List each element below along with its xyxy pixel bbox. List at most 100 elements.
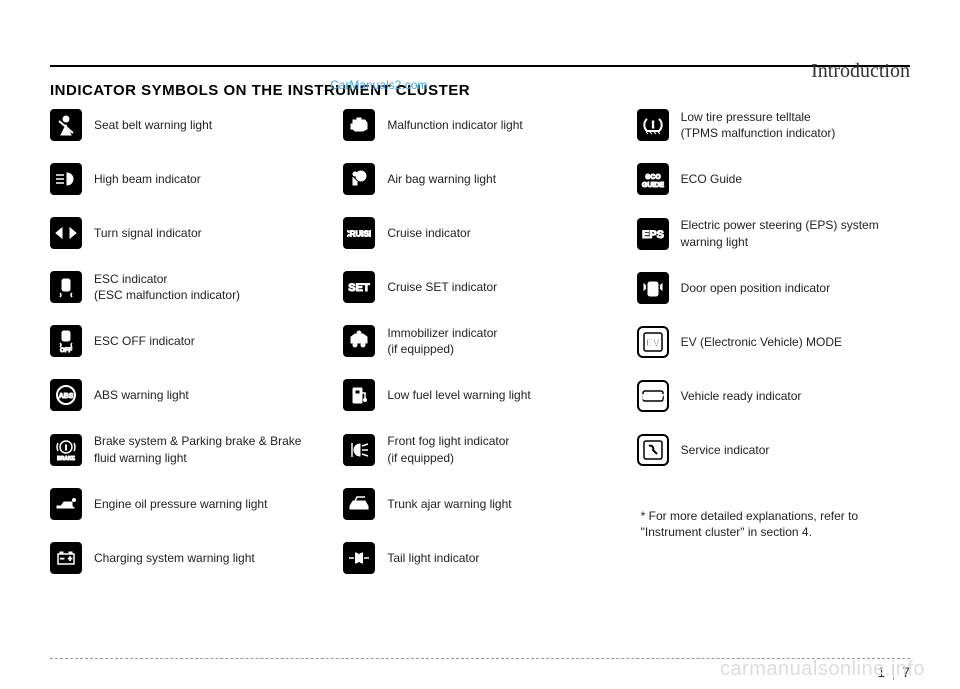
eco-icon: ecoGUIDE	[637, 163, 669, 195]
svg-text:!: !	[651, 120, 654, 131]
svg-text:−: −	[60, 556, 64, 563]
svg-text:OFF: OFF	[60, 348, 72, 353]
indicator-item: EPS Electric power steering (EPS) system …	[637, 217, 910, 249]
footnote: * For more detailed explanations, refer …	[637, 508, 910, 540]
highbeam-icon	[50, 163, 82, 195]
indicator-label: Vehicle ready indicator	[681, 388, 802, 404]
brake-icon: ! BRAKE	[50, 434, 82, 466]
svg-text:eco: eco	[645, 171, 661, 181]
abs-icon: ABS	[50, 379, 82, 411]
engine-icon	[343, 109, 375, 141]
site-watermark: carmanualsonline.info	[720, 658, 925, 681]
fuel-icon	[343, 379, 375, 411]
seatbelt-icon	[50, 109, 82, 141]
indicator-label: Turn signal indicator	[94, 225, 202, 241]
indicator-item: Malfunction indicator light	[343, 109, 616, 141]
indicator-item: Tail light indicator	[343, 542, 616, 574]
indicator-item: ESC indicator(ESC malfunction indicator)	[50, 271, 323, 303]
column-1: Seat belt warning light High beam indicat…	[50, 109, 323, 574]
indicator-label: Electric power steering (EPS) system war…	[681, 217, 910, 249]
ev-icon: EV	[637, 326, 669, 358]
immobilizer-icon	[343, 325, 375, 357]
indicator-label: Engine oil pressure warning light	[94, 496, 267, 512]
header-divider	[50, 65, 910, 67]
indicator-label: Tail light indicator	[387, 550, 479, 566]
indicator-label: ESC OFF indicator	[94, 333, 195, 349]
svg-text:SET: SET	[349, 282, 371, 294]
svg-text:!: !	[65, 445, 67, 452]
svg-text:GUIDE: GUIDE	[642, 182, 665, 189]
taillight-icon	[343, 542, 375, 574]
indicator-item: CRUISE Cruise indicator	[343, 217, 616, 249]
indicator-item: Service indicator	[637, 434, 910, 466]
indicator-item: −+ Charging system warning light	[50, 542, 323, 574]
esc-icon	[50, 271, 82, 303]
indicator-label: Brake system & Parking brake & Brake flu…	[94, 433, 323, 465]
indicator-label: Seat belt warning light	[94, 117, 212, 133]
svg-text:ABS: ABS	[59, 393, 74, 400]
indicator-label: Door open position indicator	[681, 280, 830, 296]
indicator-label: Air bag warning light	[387, 171, 496, 187]
indicator-item: ! BRAKE Brake system & Parking brake & Bra…	[50, 433, 323, 465]
airbag-icon	[343, 163, 375, 195]
indicator-item: READY Vehicle ready indicator	[637, 380, 910, 412]
indicator-item: SET Cruise SET indicator	[343, 271, 616, 303]
indicator-label: Service indicator	[681, 442, 770, 458]
cruise-icon: CRUISE	[343, 217, 375, 249]
service-icon	[637, 434, 669, 466]
fog-icon	[343, 434, 375, 466]
indicator-item: Air bag warning light	[343, 163, 616, 195]
column-3: ! Low tire pressure telltale(TPMS malfunc…	[637, 109, 910, 574]
svg-text:+: +	[68, 556, 72, 563]
indicator-item: Seat belt warning light	[50, 109, 323, 141]
indicator-item: Engine oil pressure warning light	[50, 488, 323, 520]
indicator-label: ABS warning light	[94, 387, 189, 403]
trunk-icon	[343, 488, 375, 520]
svg-text:READY: READY	[642, 395, 663, 401]
indicator-item: OFF ESC OFF indicator	[50, 325, 323, 357]
escoff-icon: OFF	[50, 325, 82, 357]
set-icon: SET	[343, 271, 375, 303]
indicator-item: Low fuel level warning light	[343, 379, 616, 411]
section-title: Introduction	[811, 60, 910, 83]
indicator-label: Low tire pressure telltale(TPMS malfunct…	[681, 109, 836, 141]
indicator-label: Immobilizer indicator(if equipped)	[387, 325, 497, 357]
watermark-text: CarManuals2.com	[330, 78, 427, 92]
indicator-item: ecoGUIDE ECO Guide	[637, 163, 910, 195]
indicator-label: Charging system warning light	[94, 550, 255, 566]
indicator-item: ! Low tire pressure telltale(TPMS malfunc…	[637, 109, 910, 141]
indicator-label: ESC indicator(ESC malfunction indicator)	[94, 271, 240, 303]
svg-text:BRAKE: BRAKE	[57, 456, 75, 462]
oil-icon	[50, 488, 82, 520]
eps-icon: EPS	[637, 218, 669, 250]
indicator-columns: Seat belt warning light High beam indicat…	[50, 109, 910, 574]
indicator-label: High beam indicator	[94, 171, 201, 187]
indicator-item: ABS ABS warning light	[50, 379, 323, 411]
indicator-item: Front fog light indicator(if equipped)	[343, 433, 616, 465]
indicator-label: Front fog light indicator(if equipped)	[387, 433, 509, 465]
column-2: Malfunction indicator light Air bag warni…	[343, 109, 616, 574]
indicator-item: High beam indicator	[50, 163, 323, 195]
indicator-label: Low fuel level warning light	[387, 387, 530, 403]
page-header: Introduction	[50, 65, 910, 67]
indicator-item: Immobilizer indicator(if equipped)	[343, 325, 616, 357]
indicator-label: Cruise SET indicator	[387, 279, 497, 295]
indicator-item: Door open position indicator	[637, 272, 910, 304]
indicator-label: EV (Electronic Vehicle) MODE	[681, 334, 842, 350]
indicator-label: ECO Guide	[681, 171, 742, 187]
door-icon	[637, 272, 669, 304]
svg-text:CRUISE: CRUISE	[347, 229, 371, 238]
indicator-item: Trunk ajar warning light	[343, 488, 616, 520]
battery-icon: −+	[50, 542, 82, 574]
page-title: INDICATOR SYMBOLS ON THE INSTRUMENT CLUS…	[50, 82, 910, 99]
indicator-label: Trunk ajar warning light	[387, 496, 511, 512]
indicator-item: EV EV (Electronic Vehicle) MODE	[637, 326, 910, 358]
svg-text:EPS: EPS	[642, 229, 664, 241]
indicator-item: Turn signal indicator	[50, 217, 323, 249]
turnsignal-icon	[50, 217, 82, 249]
ready-icon: READY	[637, 380, 669, 412]
indicator-label: Malfunction indicator light	[387, 117, 522, 133]
svg-text:EV: EV	[646, 338, 660, 349]
tpms-icon: !	[637, 109, 669, 141]
indicator-label: Cruise indicator	[387, 225, 470, 241]
